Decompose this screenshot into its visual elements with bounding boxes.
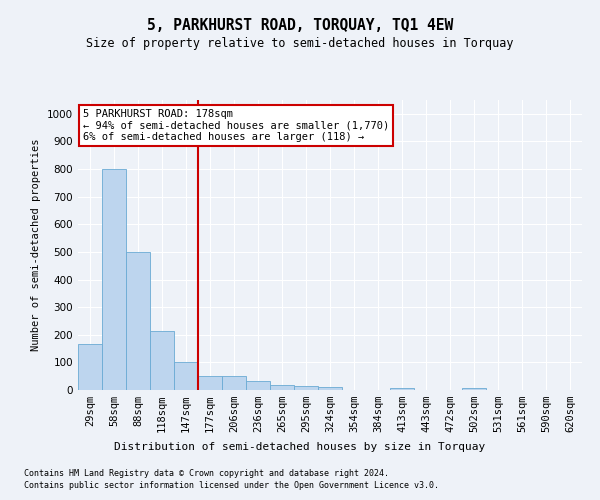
Text: Contains HM Land Registry data © Crown copyright and database right 2024.: Contains HM Land Registry data © Crown c… [24,468,389,477]
Bar [318,387,342,390]
Text: 5, PARKHURST ROAD, TORQUAY, TQ1 4EW: 5, PARKHURST ROAD, TORQUAY, TQ1 4EW [147,18,453,32]
Text: Distribution of semi-detached houses by size in Torquay: Distribution of semi-detached houses by … [115,442,485,452]
Text: Contains public sector information licensed under the Open Government Licence v3: Contains public sector information licen… [24,481,439,490]
Bar [270,385,294,390]
Bar [174,362,198,390]
Bar [390,388,414,390]
Bar [462,388,486,390]
Text: 5 PARKHURST ROAD: 178sqm
← 94% of semi-detached houses are smaller (1,770)
6% of: 5 PARKHURST ROAD: 178sqm ← 94% of semi-d… [83,108,389,142]
Bar [102,169,126,390]
Bar [198,376,222,390]
Text: Size of property relative to semi-detached houses in Torquay: Size of property relative to semi-detach… [86,38,514,51]
Bar [78,344,102,390]
Bar [126,252,150,390]
Bar [246,381,270,390]
Bar [222,376,246,390]
Y-axis label: Number of semi-detached properties: Number of semi-detached properties [31,138,41,352]
Bar [150,330,174,390]
Bar [294,386,318,390]
